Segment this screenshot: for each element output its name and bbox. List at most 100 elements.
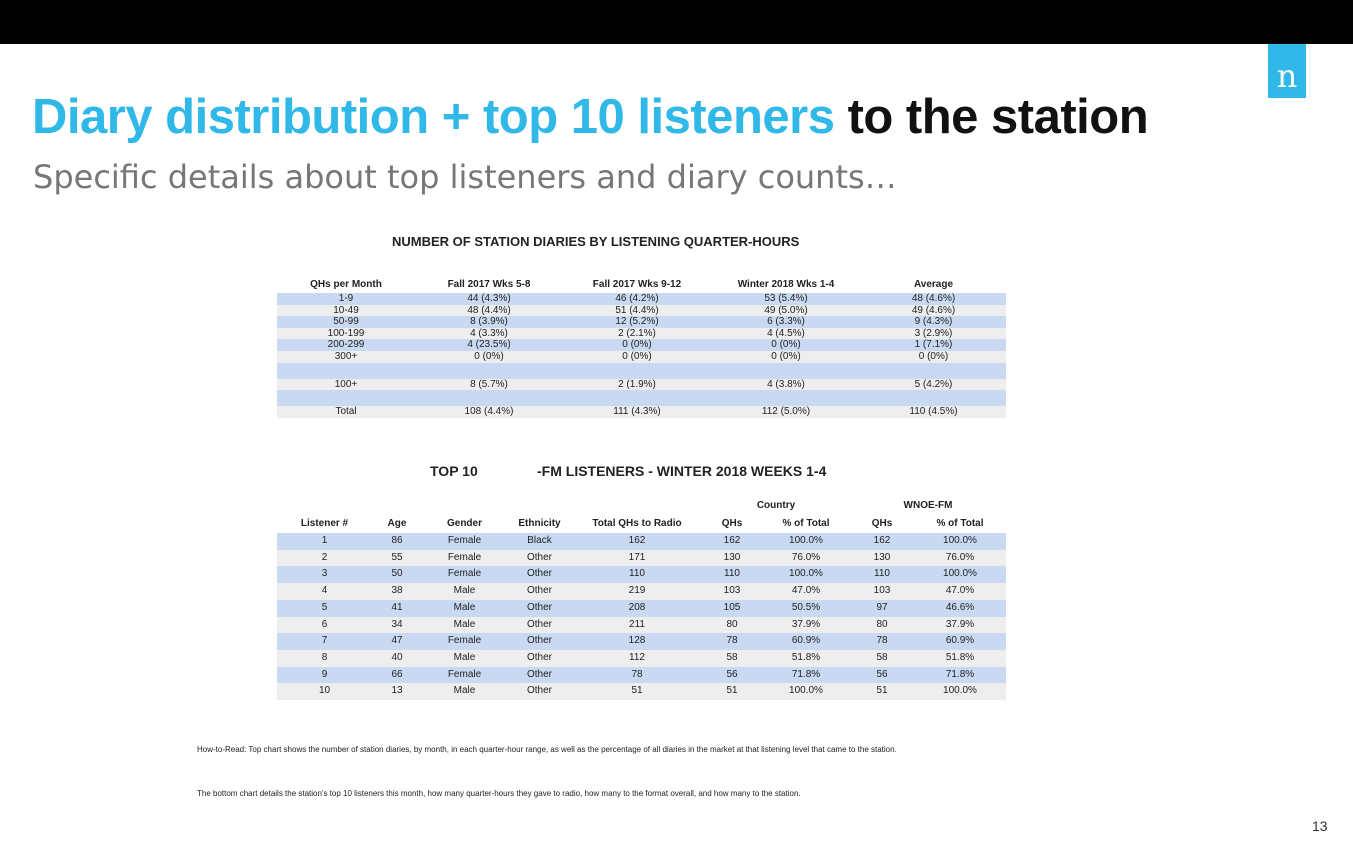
table-cell: 3 — [277, 566, 372, 584]
table-cell: 100.0% — [914, 683, 1006, 701]
table-cell: 8 (3.9%) — [415, 316, 563, 328]
column-header: Average — [913, 279, 954, 290]
table-row: 1-9 44 (4.3%) 46 (4.2%) 53 (5.4%) 48 (4.6%) — [277, 293, 1006, 305]
table-cell: 162 — [702, 533, 762, 550]
table-cell: 100.0% — [914, 566, 1006, 584]
table-cell: 110 (4.5%) — [861, 406, 1006, 418]
slide-title-highlight: Diary distribution + top 10 listeners — [32, 90, 835, 144]
table-cell: 100.0% — [914, 533, 1006, 550]
column-header: Total QHs to Radio — [592, 517, 682, 529]
table-cell: 6 (3.3%) — [711, 316, 861, 328]
table-cell: 105 — [702, 599, 762, 617]
group-header-blank — [277, 498, 702, 513]
table-cell: 47.0% — [762, 583, 850, 600]
table-cell: 66 — [372, 666, 422, 684]
nielsen-logo: n — [1268, 44, 1306, 98]
table-cell: 103 — [702, 583, 762, 600]
table-cell: 51.8% — [762, 649, 850, 667]
table-cell: 4 (23.5%) — [415, 339, 563, 351]
table-cell: Black — [507, 533, 572, 550]
bottom-chart-note: The bottom chart details the station's t… — [197, 789, 801, 798]
table-cell: 110 — [572, 566, 702, 584]
table-cell: 60.9% — [914, 633, 1006, 650]
table-cell: 58 — [850, 649, 914, 667]
table-cell: 1 (7.1%) — [861, 339, 1006, 351]
table-row: 5 41 Male Other 208 105 50.5% 97 46.6% — [277, 599, 1006, 617]
table-row: Total 108 (4.4%) 111 (4.3%) 112 (5.0%) 110 (… — [277, 406, 1006, 418]
table-cell: 1 — [277, 533, 372, 550]
table-row: 9 66 Female Other 78 56 71.8% 56 71.8% — [277, 666, 1006, 684]
table-cell: 171 — [572, 549, 702, 567]
table-cell: 100.0% — [762, 566, 850, 584]
table-cell: 53 (5.4%) — [711, 293, 861, 305]
table-cell: Total — [277, 406, 415, 418]
table-cell: 110 — [702, 566, 762, 584]
table-cell: 97 — [850, 599, 914, 617]
table-cell: Other — [507, 616, 572, 634]
table-cell — [861, 390, 1006, 407]
table-cell: Female — [422, 633, 507, 650]
table-cell: 4 (3.3%) — [415, 327, 563, 340]
table-cell: 162 — [572, 533, 702, 550]
table-cell: 108 (4.4%) — [415, 406, 563, 418]
table-cell: 51.8% — [914, 649, 1006, 667]
top-listeners-title-prefix: TOP 10 — [430, 463, 478, 479]
table-cell: 10 — [277, 683, 372, 701]
table-cell — [563, 362, 711, 379]
column-header: Fall 2017 Wks 9-12 — [592, 279, 682, 290]
table-cell — [277, 362, 415, 379]
table-cell: 110 — [850, 566, 914, 584]
table-cell: 46.6% — [914, 599, 1006, 617]
table-cell: 49 (4.6%) — [861, 304, 1006, 317]
table-cell: 86 — [372, 533, 422, 550]
table-cell: 8 — [277, 649, 372, 667]
table-cell: 100.0% — [762, 683, 850, 701]
group-header-row: Country WNOE-FM — [277, 498, 1006, 513]
table-cell: 56 — [850, 666, 914, 684]
table-cell: 51 — [702, 683, 762, 701]
top-black-bar — [0, 0, 1353, 44]
table-cell: 51 — [572, 683, 702, 701]
table-cell — [277, 390, 415, 407]
table-cell: 5 — [277, 599, 372, 617]
table-cell: 111 (4.3%) — [563, 406, 711, 418]
table-cell: Other — [507, 666, 572, 684]
table-cell: 76.0% — [914, 549, 1006, 567]
slide-title-rest: to the station — [834, 90, 1149, 144]
table-cell: 46 (4.2%) — [563, 293, 711, 305]
table-cell: 47 — [372, 633, 422, 650]
table-cell: Other — [507, 649, 572, 667]
table-cell: 40 — [372, 649, 422, 667]
table-cell: Male — [422, 583, 507, 600]
table-cell: 78 — [850, 633, 914, 650]
group-header-country: Country — [756, 500, 796, 511]
table-cell: Male — [422, 683, 507, 701]
table-cell: 10-49 — [277, 304, 415, 317]
table-cell — [711, 390, 861, 407]
table-cell: 13 — [372, 683, 422, 701]
column-header: Ethnicity — [518, 517, 561, 529]
table-row — [277, 390, 1006, 407]
table-cell: 4 — [277, 583, 372, 600]
table-cell: 50 — [372, 566, 422, 584]
table-cell: 76.0% — [762, 549, 850, 567]
table-row: 4 38 Male Other 219 103 47.0% 103 47.0% — [277, 583, 1006, 600]
table-cell: 49 (5.0%) — [711, 304, 861, 317]
table-cell — [861, 362, 1006, 379]
table-cell: 208 — [572, 599, 702, 617]
table-cell: 48 (4.4%) — [415, 304, 563, 317]
column-header: QHs — [721, 517, 743, 529]
table-cell: Other — [507, 549, 572, 567]
table-cell: 112 (5.0%) — [711, 406, 861, 418]
table-cell: 0 (0%) — [711, 350, 861, 363]
table-cell: 211 — [572, 616, 702, 634]
table-row: 1 86 Female Black 162 162 100.0% 162 100.0% — [277, 533, 1006, 550]
table-cell: 2 (1.9%) — [563, 378, 711, 391]
table-cell: Female — [422, 666, 507, 684]
table-cell: 38 — [372, 583, 422, 600]
table-row: 100+ 8 (5.7%) 2 (1.9%) 4 (3.8%) 5 (4.2%) — [277, 378, 1006, 391]
table-cell: 128 — [572, 633, 702, 650]
table-cell: 55 — [372, 549, 422, 567]
table-cell: 9 (4.3%) — [861, 316, 1006, 328]
table-cell: 48 (4.6%) — [861, 293, 1006, 305]
